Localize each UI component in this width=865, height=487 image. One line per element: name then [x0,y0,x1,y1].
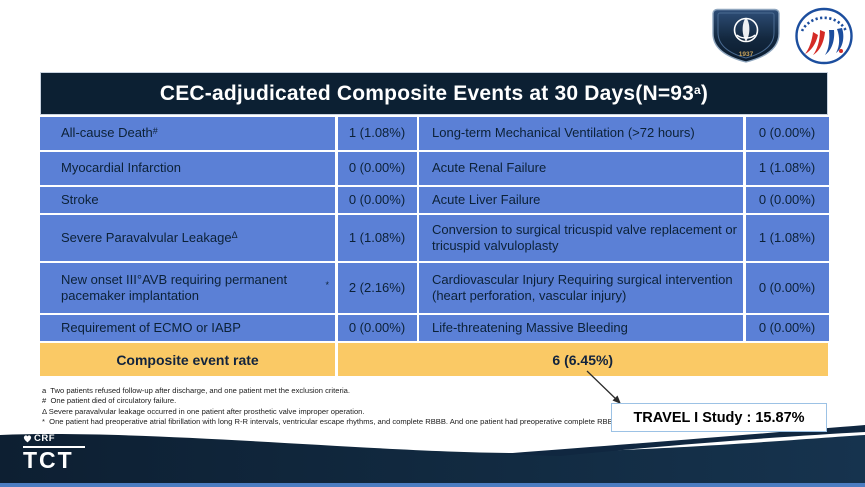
event-value-cell: 0 (0.00%) [745,187,829,213]
event-value-cell: 0 (0.00%) [745,315,829,341]
logo-blue-stroke [825,30,835,55]
header-logos: 1937 [708,7,860,65]
event-name-cell: Long-term Mechanical Ventilation (>72 ho… [419,117,743,150]
shield-year: 1937 [739,51,754,58]
title-text: CEC-adjudicated Composite Events at 30 D… [159,81,695,105]
event-name-cell: New onset III°AVB requiring permanent pa… [40,263,335,313]
events-table: CEC-adjudicated Composite Events at 30 D… [40,72,829,376]
table-row: All-cause Death # 1 (1.08%) Long-term Mec… [40,117,829,150]
table-body: All-cause Death # 1 (1.08%) Long-term Mec… [40,117,829,341]
event-name-cell: Myocardial Infarction [40,152,335,185]
event-value-cell: 1 (1.08%) [337,117,417,150]
event-name-cell: Acute Renal Failure [419,152,743,185]
event-name-cell: Requirement of ECMO or IABP [40,315,335,341]
event-value-cell: 0 (0.00%) [745,117,829,150]
table-row: Severe Paravalvular Leakage Δ 1 (1.08%) C… [40,215,829,261]
footer-swoosh [0,425,865,487]
logo-red-stroke [805,32,818,54]
composite-rate-row: Composite event rate 6 (6.45%) [40,343,828,376]
event-value-cell: 1 (1.08%) [745,215,829,261]
event-name-cell: Stroke [40,187,335,213]
event-name-cell: All-cause Death # [40,117,335,150]
logo-arc-text [800,16,848,32]
footnote-delta: Δ Severe paravalvular leakage occurred i… [42,406,365,416]
event-value-cell: 0 (0.00%) [337,152,417,185]
event-value-cell: 0 (0.00%) [337,315,417,341]
table-row: Stroke 0 (0.00%) Acute Liver Failure 0 (… [40,187,829,213]
tct-crf-logo: CRF TCT [23,433,85,472]
footnotes: a Two patients refused follow-up after d… [42,386,620,428]
footnote-asterisk: * One patient had preoperative atrial fi… [42,417,620,427]
event-value-cell: 0 (0.00%) [337,187,417,213]
event-name-cell: Conversion to surgical tricuspid valve r… [419,215,743,261]
table-row: New onset III°AVB requiring permanent pa… [40,263,829,313]
table-row: Myocardial Infarction 0 (0.00%) Acute Re… [40,152,829,185]
footnote-a: a Two patients refused follow-up after d… [42,386,351,395]
event-value-cell: 1 (1.08%) [337,215,417,261]
hospital-shield-logo-icon: 1937 [712,8,780,63]
national-clinical-research-center-logo-icon [795,7,853,65]
travel-study-callout: TRAVEL I Study : 15.87% [611,403,827,432]
event-name-cell: Acute Liver Failure [419,187,743,213]
event-name-cell: Cardiovascular Injury Requiring surgical… [419,263,743,313]
event-value-cell: 0 (0.00%) [745,263,829,313]
tct-label: TCT [23,447,74,473]
event-value-cell: 2 (2.16%) [337,263,417,313]
crf-label: CRF [34,433,56,444]
crf-heart-icon [23,435,32,443]
logo-divider [23,446,85,448]
event-name-cell: Life-threatening Massive Bleeding [419,315,743,341]
composite-rate-value: 6 (6.45%) [337,343,828,376]
table-title: CEC-adjudicated Composite Events at 30 D… [40,72,828,115]
event-name-cell: Severe Paravalvular Leakage Δ [40,215,335,261]
callout-arrow-icon [586,370,621,404]
table-row: Requirement of ECMO or IABP 0 (0.00%) Li… [40,315,829,341]
footnote-hash: # One patient died of circulatory failur… [42,396,177,406]
bottom-accent-strip [0,483,865,487]
event-value-cell: 1 (1.08%) [745,152,829,185]
composite-rate-label: Composite event rate [40,343,335,376]
